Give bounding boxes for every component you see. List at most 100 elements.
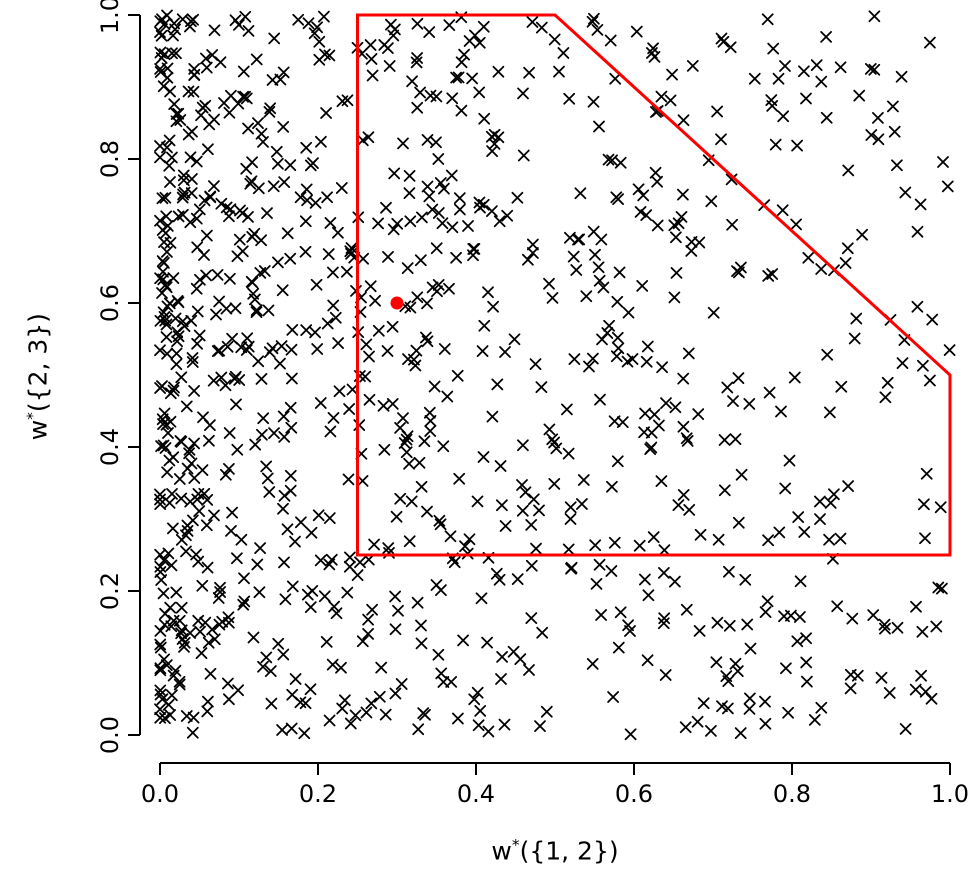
scatter-point (694, 528, 707, 541)
x-axis-title-rest: ({1, 2}) (519, 836, 619, 866)
scatter-point (677, 188, 689, 201)
scatter-point (342, 473, 355, 486)
scatter-point (292, 13, 305, 26)
scatter-point (735, 468, 748, 481)
scatter-point (587, 95, 600, 108)
scatter-point (174, 114, 187, 126)
scatter-point (255, 372, 268, 385)
y-tick-label: 0.2 (96, 572, 124, 610)
scatter-point (187, 13, 200, 26)
scatter-point (899, 186, 912, 199)
scatter-point (207, 374, 220, 387)
scatter-point (158, 712, 171, 724)
scatter-point (485, 205, 498, 218)
scatter-point (656, 361, 668, 374)
scatter-point (401, 262, 414, 275)
scatter-point (194, 625, 207, 638)
scatter-point (215, 371, 228, 384)
scatter-point (712, 533, 725, 546)
scatter-point (624, 625, 636, 637)
scatter-point (398, 437, 411, 449)
scatter-point (788, 371, 801, 384)
scatter-point (344, 717, 357, 730)
scatter-point (277, 502, 289, 515)
scatter-point (395, 678, 408, 690)
scatter-point (204, 190, 217, 203)
scatter-point (526, 16, 539, 28)
scatter-point (499, 346, 511, 358)
scatter-point (726, 218, 738, 231)
scatter-point (170, 47, 182, 60)
scatter-point (365, 53, 378, 65)
scatter-point (247, 287, 260, 300)
scatter-point (414, 254, 427, 267)
scatter-point (188, 437, 201, 450)
scatter-point (525, 519, 538, 531)
scatter-point (206, 49, 219, 61)
scatter-point (606, 480, 618, 493)
scatter-point (156, 413, 169, 426)
scatter-point (411, 291, 424, 304)
scatter-point (381, 42, 394, 54)
scatter-point (154, 488, 166, 501)
scatter-point (879, 622, 891, 635)
scatter-point (777, 110, 790, 123)
scatter-point (645, 441, 658, 454)
scatter-point (309, 196, 322, 209)
scatter-point (284, 401, 297, 414)
scatter-point (403, 457, 416, 470)
scatter-point (285, 372, 298, 385)
scatter-point (588, 12, 600, 25)
scatter-point (879, 391, 892, 404)
scatter-point (557, 47, 570, 59)
scatter-point (814, 513, 826, 525)
scatter-point (199, 99, 212, 112)
scatter-point (237, 598, 250, 611)
scatter-point (271, 157, 284, 170)
scatter-point (277, 648, 290, 661)
scatter-point (360, 338, 373, 351)
scatter-point (831, 600, 844, 613)
scatter-point (159, 227, 172, 240)
scatter-point (304, 601, 317, 613)
scatter-point (824, 496, 837, 509)
scatter-point (314, 554, 327, 567)
scatter-point (154, 662, 167, 675)
scatter-point (613, 266, 626, 279)
scatter-point (154, 688, 167, 701)
scatter-point (821, 348, 834, 361)
scatter-point (868, 63, 881, 76)
scatter-point (433, 514, 446, 527)
scatter-point (525, 559, 538, 572)
scatter-point (834, 61, 847, 74)
scatter-point (229, 14, 242, 27)
x-tick-label: 0.6 (615, 780, 653, 808)
scatter-point (222, 210, 235, 223)
scatter-point (405, 495, 418, 508)
scatter-point (366, 69, 379, 82)
scatter-point (691, 715, 704, 728)
scatter-point (394, 492, 407, 505)
scatter-point (525, 612, 538, 624)
scatter-point (651, 175, 663, 188)
y-axis-title-rest: ({2, 3}) (23, 313, 53, 413)
scatter-point (632, 183, 645, 196)
scatter-point (157, 265, 169, 278)
scatter-point (233, 233, 246, 246)
x-axis-title: w*({1, 2}) (160, 836, 950, 865)
scatter-point (172, 210, 185, 223)
scatter-point (472, 719, 485, 732)
x-axis-title-sup: * (511, 836, 520, 854)
scatter-point (268, 32, 281, 45)
scatter-point (432, 207, 445, 219)
scatter-point (167, 29, 179, 42)
scatter-point (474, 705, 487, 717)
scatter-point (423, 26, 436, 38)
scatter-point (277, 66, 290, 79)
scatter-point (790, 218, 802, 231)
scatter-point (321, 317, 334, 330)
scatter-point (163, 496, 176, 509)
scatter-point (415, 211, 428, 224)
scatter-point (692, 408, 705, 421)
scatter-point (300, 141, 313, 154)
